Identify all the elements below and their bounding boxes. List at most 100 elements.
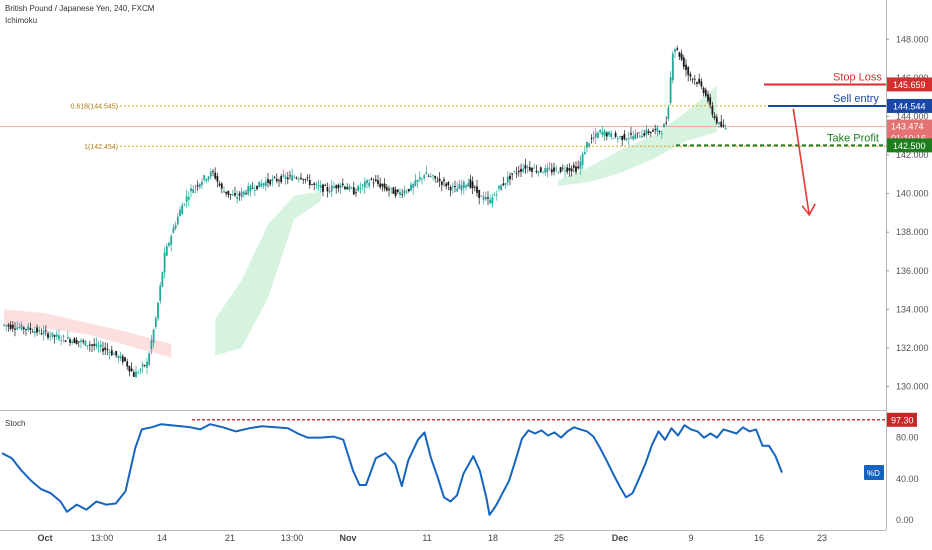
candle-body	[183, 204, 186, 205]
candle-body	[348, 186, 351, 190]
candle-body	[374, 179, 377, 182]
candle-body	[86, 345, 89, 347]
candle-body	[339, 185, 342, 188]
candle-body	[379, 183, 382, 188]
candle-body	[124, 357, 126, 361]
candle-body	[564, 170, 566, 172]
candle-body	[355, 192, 357, 194]
candle-body	[242, 191, 245, 195]
price-tick-label: 132.000	[896, 343, 929, 353]
candle-body	[515, 172, 518, 174]
candle-body	[185, 196, 188, 202]
candle-body	[227, 190, 230, 195]
candle-body	[168, 242, 170, 246]
candle-body	[113, 354, 115, 355]
candle-body	[583, 151, 586, 155]
candle-body	[163, 252, 166, 273]
candle-body	[427, 175, 430, 177]
candle-body	[229, 193, 232, 195]
trade-levels: 0.618(144.545) 1(142.454)	[0, 103, 886, 151]
candle-body	[403, 190, 406, 194]
candle-body	[487, 197, 489, 199]
candle-body	[256, 185, 258, 190]
price-tick-label: 148.000	[896, 34, 929, 44]
candle-body	[601, 131, 604, 135]
candle-body	[704, 89, 707, 96]
candle-body	[311, 184, 313, 186]
candle-body	[165, 246, 168, 256]
candle-body	[647, 130, 650, 134]
stoch-tick-label: 80.00	[896, 433, 919, 443]
candle-body	[117, 356, 120, 358]
candle-body	[106, 349, 109, 351]
candle-body	[456, 188, 459, 192]
ichimoku-cloud-bullish	[558, 85, 717, 186]
candle-body	[720, 121, 723, 127]
candle-body	[271, 178, 274, 182]
candle-body	[603, 131, 606, 136]
candle-body	[509, 175, 511, 180]
time-tick-label: 9	[688, 533, 693, 543]
candle-body	[201, 181, 203, 186]
candle-body	[333, 186, 335, 189]
price-candles	[3, 45, 727, 378]
candle-body	[557, 172, 560, 174]
candle-body	[625, 138, 628, 140]
candle-body	[236, 196, 239, 199]
candle-body	[53, 335, 56, 337]
candle-body	[619, 136, 621, 138]
candle-body	[190, 188, 192, 192]
candle-body	[315, 184, 318, 185]
candle-body	[174, 224, 177, 229]
time-tick-label: 18	[488, 533, 498, 543]
candle-body	[669, 77, 672, 104]
candle-body	[634, 133, 637, 139]
candle-body	[104, 347, 107, 350]
trade-level-label: Stop Loss	[833, 71, 882, 83]
candle-body	[641, 135, 643, 138]
fib-level-label: 1(142.454)	[84, 144, 118, 151]
trade-level-label: Sell entry	[833, 93, 879, 105]
candle-body	[181, 205, 184, 215]
time-tick-label: 14	[157, 533, 167, 543]
candle-body	[179, 209, 181, 217]
candle-body	[674, 49, 676, 53]
candle-body	[663, 123, 665, 128]
candle-body	[130, 368, 133, 372]
candle-body	[623, 134, 626, 140]
candle-body	[570, 168, 573, 172]
candle-body	[212, 171, 214, 172]
candle-body	[203, 175, 206, 180]
candle-body	[550, 169, 553, 173]
candle-body	[88, 344, 91, 346]
candle-body	[713, 115, 716, 118]
candle-body	[480, 195, 483, 197]
candle-body	[225, 191, 228, 194]
candle-body	[154, 318, 157, 327]
candle-body	[443, 179, 445, 182]
candle-body	[361, 184, 364, 186]
candle-body	[284, 176, 287, 180]
candle-body	[528, 167, 531, 171]
candle-body	[590, 138, 593, 140]
candle-body	[685, 64, 687, 70]
candle-body	[278, 180, 280, 182]
candle-body	[445, 183, 448, 187]
candle-body	[352, 187, 355, 195]
candle-body	[293, 177, 296, 179]
stoch-tick-label: 40.00	[896, 474, 919, 484]
candle-body	[62, 335, 65, 337]
projection-arrow-head	[801, 203, 816, 217]
time-tick-label: Oct	[37, 533, 52, 543]
candle-body	[368, 182, 371, 187]
candle-body	[491, 197, 494, 204]
candle-body	[588, 143, 591, 147]
candle-body	[467, 183, 470, 187]
candle-body	[425, 172, 428, 175]
candle-body	[440, 181, 443, 185]
candle-body	[31, 331, 34, 333]
candle-body	[126, 361, 129, 367]
candle-body	[614, 132, 617, 137]
candle-body	[399, 191, 401, 196]
